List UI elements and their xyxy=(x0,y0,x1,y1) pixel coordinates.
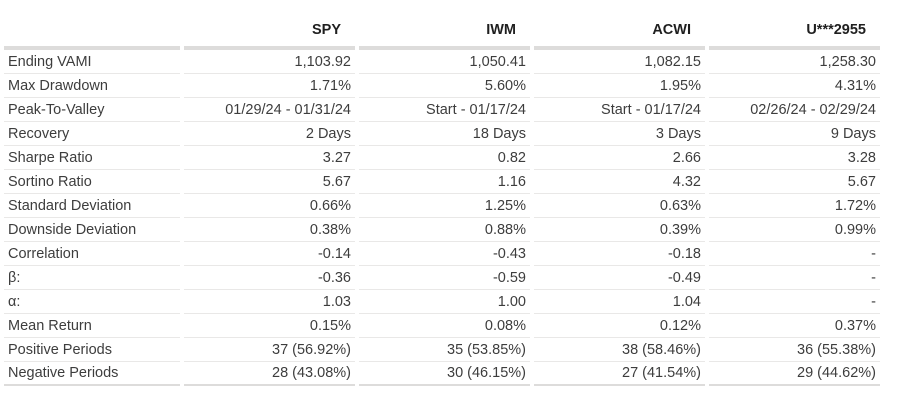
stat-value: 0.63% xyxy=(534,194,705,218)
stat-value: 0.39% xyxy=(534,218,705,242)
column-header: SPY xyxy=(184,14,355,50)
stat-value: 1.04 xyxy=(534,290,705,314)
row-label: Ending VAMI xyxy=(4,50,180,74)
stat-value: 5.60% xyxy=(359,74,530,98)
stat-value: 36 (55.38%) xyxy=(709,338,880,362)
table-row: Positive Periods 37 (56.92%) 35 (53.85%) 38… xyxy=(4,338,880,362)
stat-value: -0.43 xyxy=(359,242,530,266)
stat-value: 2 Days xyxy=(184,122,355,146)
row-label: Downside Deviation xyxy=(4,218,180,242)
stat-value: Start - 01/17/24 xyxy=(534,98,705,122)
row-label: Correlation xyxy=(4,242,180,266)
row-label: α: xyxy=(4,290,180,314)
table-row: α: 1.03 1.00 1.04- xyxy=(4,290,880,314)
corner-cell xyxy=(4,14,180,50)
stat-value: 0.12% xyxy=(534,314,705,338)
stat-value: - xyxy=(709,290,880,314)
table-body: Ending VAMI 1,103.92 1,050.41 1,082.15 1,258… xyxy=(4,50,880,386)
table-row: Standard Deviation 0.66% 1.25% 0.63% 1.72% xyxy=(4,194,880,218)
stat-value: 3.27 xyxy=(184,146,355,170)
stat-value: 1,050.41 xyxy=(359,50,530,74)
stat-value: 3 Days xyxy=(534,122,705,146)
stat-value: 28 (43.08%) xyxy=(184,362,355,386)
stat-value: 38 (58.46%) xyxy=(534,338,705,362)
stat-value: 35 (53.85%) xyxy=(359,338,530,362)
row-label: Standard Deviation xyxy=(4,194,180,218)
stat-value: 2.66 xyxy=(534,146,705,170)
stat-value: -0.14 xyxy=(184,242,355,266)
stat-value: 1,103.92 xyxy=(184,50,355,74)
stat-value: 1.95% xyxy=(534,74,705,98)
stat-value: 4.32 xyxy=(534,170,705,194)
stat-value: 1.00 xyxy=(359,290,530,314)
row-label: Mean Return xyxy=(4,314,180,338)
row-label: Positive Periods xyxy=(4,338,180,362)
stat-value: 0.99% xyxy=(709,218,880,242)
stat-value: 18 Days xyxy=(359,122,530,146)
column-header: IWM xyxy=(359,14,530,50)
table-row: Sharpe Ratio 3.27 0.82 2.66 3.28 xyxy=(4,146,880,170)
column-header: U***2955 xyxy=(709,14,880,50)
table-row: Ending VAMI 1,103.92 1,050.41 1,082.15 1,258… xyxy=(4,50,880,74)
row-label: Negative Periods xyxy=(4,362,180,386)
row-label: Peak-To-Valley xyxy=(4,98,180,122)
stat-value: Start - 01/17/24 xyxy=(359,98,530,122)
table-header: SPY IWM ACWI U***2955 xyxy=(4,14,880,50)
header-row: SPY IWM ACWI U***2955 xyxy=(4,14,880,50)
stat-value: 0.82 xyxy=(359,146,530,170)
row-label: Sortino Ratio xyxy=(4,170,180,194)
stat-value: 1.03 xyxy=(184,290,355,314)
table-row: Sortino Ratio 5.67 1.16 4.32 5.67 xyxy=(4,170,880,194)
column-header: ACWI xyxy=(534,14,705,50)
stat-value: - xyxy=(709,266,880,290)
table-row: Negative Periods 28 (43.08%) 30 (46.15%) 27… xyxy=(4,362,880,386)
row-label: Max Drawdown xyxy=(4,74,180,98)
stat-value: 02/26/24 - 02/29/24 xyxy=(709,98,880,122)
performance-stats-table: SPY IWM ACWI U***2955 Ending VAMI 1,103.92 1,… xyxy=(0,14,884,386)
stat-value: 0.37% xyxy=(709,314,880,338)
stat-value: 1.16 xyxy=(359,170,530,194)
stat-value: 1,258.30 xyxy=(709,50,880,74)
stat-value: 0.38% xyxy=(184,218,355,242)
table-row: β: -0.36 -0.59 -0.49- xyxy=(4,266,880,290)
statistics-panel: SPY IWM ACWI U***2955 Ending VAMI 1,103.92 1,… xyxy=(0,14,884,386)
stat-value: -0.49 xyxy=(534,266,705,290)
stat-value: 1.25% xyxy=(359,194,530,218)
table-row: Recovery 2 Days 18 Days 3 Days 9 Days xyxy=(4,122,880,146)
table-row: Peak-To-Valley 01/29/24 - 01/31/24 Start -… xyxy=(4,98,880,122)
stat-value: 37 (56.92%) xyxy=(184,338,355,362)
stat-value: 5.67 xyxy=(709,170,880,194)
table-row: Correlation -0.14 -0.43 -0.18- xyxy=(4,242,880,266)
table-row: Mean Return 0.15% 0.08% 0.12% 0.37% xyxy=(4,314,880,338)
stat-value: 1.71% xyxy=(184,74,355,98)
table-row: Downside Deviation 0.38% 0.88% 0.39% 0.99% xyxy=(4,218,880,242)
stat-value: 0.08% xyxy=(359,314,530,338)
stat-value: 01/29/24 - 01/31/24 xyxy=(184,98,355,122)
stat-value: 5.67 xyxy=(184,170,355,194)
stat-value: -0.59 xyxy=(359,266,530,290)
stat-value: 29 (44.62%) xyxy=(709,362,880,386)
stat-value: 0.66% xyxy=(184,194,355,218)
table-row: Max Drawdown 1.71% 5.60% 1.95% 4.31% xyxy=(4,74,880,98)
stat-value: 30 (46.15%) xyxy=(359,362,530,386)
stat-value: 1.72% xyxy=(709,194,880,218)
stat-value: 1,082.15 xyxy=(534,50,705,74)
stat-value: 4.31% xyxy=(709,74,880,98)
stat-value: -0.18 xyxy=(534,242,705,266)
stat-value: 27 (41.54%) xyxy=(534,362,705,386)
stat-value: 0.88% xyxy=(359,218,530,242)
stat-value: -0.36 xyxy=(184,266,355,290)
stat-value: 3.28 xyxy=(709,146,880,170)
row-label: β: xyxy=(4,266,180,290)
row-label: Sharpe Ratio xyxy=(4,146,180,170)
stat-value: - xyxy=(709,242,880,266)
stat-value: 9 Days xyxy=(709,122,880,146)
stat-value: 0.15% xyxy=(184,314,355,338)
row-label: Recovery xyxy=(4,122,180,146)
